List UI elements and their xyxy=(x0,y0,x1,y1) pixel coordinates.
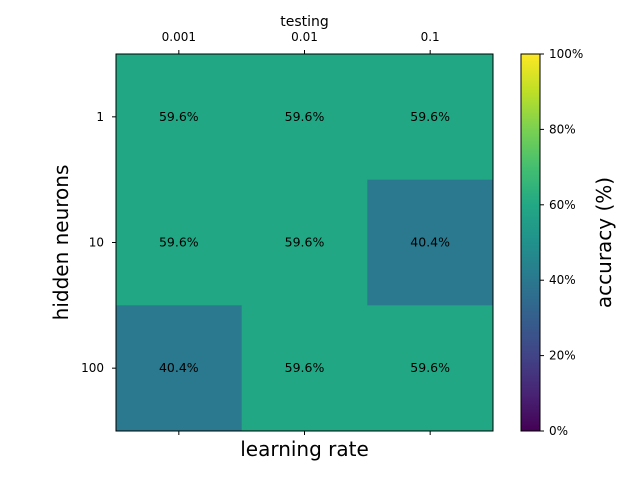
heatmap-cell xyxy=(116,305,243,432)
heatmap-cell xyxy=(241,305,368,432)
heatmap-cell xyxy=(367,179,494,306)
cell-value-label: 40.4% xyxy=(159,360,199,375)
y-axis-label: hidden neurons xyxy=(49,165,73,321)
cell-value-label: 59.6% xyxy=(410,360,450,375)
y-tick-label: 1 xyxy=(96,110,104,124)
cell-value-label: 59.6% xyxy=(159,235,199,250)
heatmap-cell xyxy=(367,54,494,181)
x-axis-ticks: 0.001 0.01 0.1 xyxy=(162,30,440,435)
colorbar-tick-label: 40% xyxy=(549,273,576,287)
y-tick-label: 100 xyxy=(81,361,104,375)
heatmap-cell xyxy=(367,305,494,432)
y-axis-ticks: 1 10 100 xyxy=(81,110,116,375)
cell-value-label: 59.6% xyxy=(285,235,325,250)
colorbar-ticks: 0% 20% 40% 60% 80% 100% xyxy=(540,47,583,438)
chart-title: testing xyxy=(280,14,329,30)
heatmap-cell-labels: 59.6% 59.6% 59.6% 59.6% 59.6% 40.4% 40.4% 59.6%… xyxy=(159,109,450,375)
heatmap-cell xyxy=(241,54,368,181)
heatmap-cells xyxy=(116,54,494,432)
y-tick-label: 10 xyxy=(89,236,104,250)
cell-value-label: 59.6% xyxy=(410,109,450,124)
heatmap-cell xyxy=(241,179,368,306)
x-axis-label: learning rate xyxy=(240,437,369,461)
cell-value-label: 59.6% xyxy=(285,360,325,375)
cell-value-label: 59.6% xyxy=(159,109,199,124)
heatmap-cell xyxy=(116,179,243,306)
colorbar-tick-label: 80% xyxy=(549,122,576,136)
colorbar-tick-label: 0% xyxy=(549,424,568,438)
cell-value-label: 40.4% xyxy=(410,235,450,250)
colorbar-label: accuracy (%) xyxy=(592,177,616,308)
colorbar xyxy=(520,53,541,432)
colorbar-tick-label: 60% xyxy=(549,198,576,212)
x-tick-label: 0.01 xyxy=(291,30,318,44)
colorbar-tick-label: 20% xyxy=(549,349,576,363)
colorbar-tick-label: 100% xyxy=(549,47,583,61)
x-tick-label: 0.1 xyxy=(421,30,440,44)
heatmap-cell xyxy=(116,54,243,181)
cell-value-label: 59.6% xyxy=(285,109,325,124)
x-tick-label: 0.001 xyxy=(162,30,196,44)
